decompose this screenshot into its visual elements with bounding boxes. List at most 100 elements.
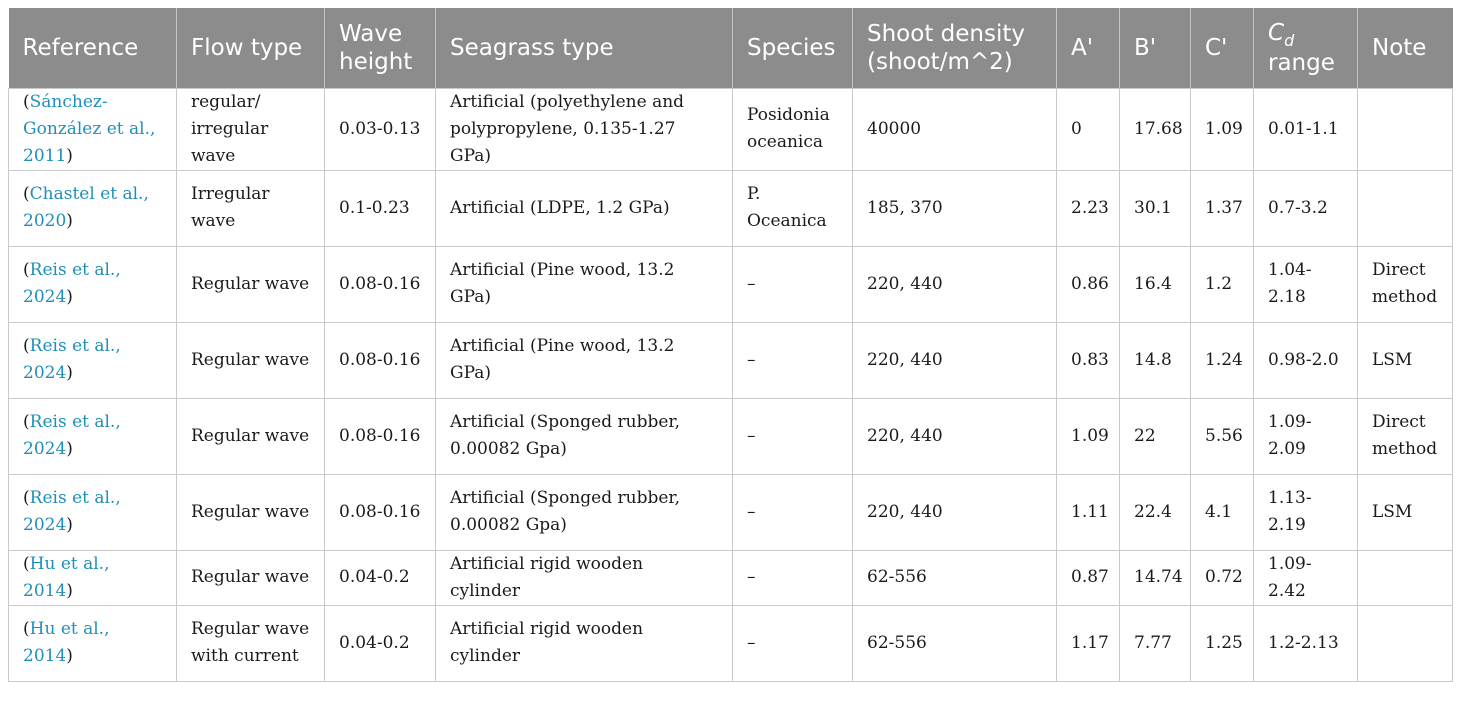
header-shoot-density: Shoot density (shoot/m^2) [852,8,1057,88]
reference-open-paren: ( [23,336,30,356]
cell-cd-range: 1.2-2.13 [1253,604,1358,682]
cell-seagrass-type: Artificial (Sponged rubber, 0.00082 Gpa) [435,473,733,551]
cell-flow-type: regular/ irregular wave [176,87,325,171]
reference-close-paren: ) [66,363,73,383]
cd-range-word: range [1268,49,1335,76]
reference-link[interactable]: Reis et al., 2024 [23,412,121,459]
cell-wave-height: 0.03-0.13 [324,87,436,171]
cell-wave-height: 0.08-0.16 [324,321,436,399]
cell-shoot-density: 62-556 [852,604,1057,682]
cell-reference: (Reis et al., 2024) [8,245,177,323]
reference-close-paren: ) [66,145,73,166]
header-b: B' [1119,8,1191,88]
cell-seagrass-type: Artificial (Pine wood, 13.2 GPa) [435,321,733,399]
cell-a: 0 [1056,87,1120,171]
table-row: (Hu et al., 2014) Regular wave 0.04-0.2 Art… [8,549,1453,606]
cell-cd-range: 1.09-2.09 [1253,397,1358,475]
cell-a: 1.17 [1056,604,1120,682]
header-row: Reference Flow type Wave height Seagrass… [8,8,1453,88]
cell-b: 22.4 [1119,473,1191,551]
cell-c: 4.1 [1190,473,1254,551]
cell-b: 30.1 [1119,169,1191,247]
cell-wave-height: 0.08-0.16 [324,245,436,323]
reference-link[interactable]: Hu et al., 2014 [23,619,110,666]
cell-cd-range: 1.13-2.19 [1253,473,1358,551]
header-flow-type: Flow type [176,8,325,88]
table-row: (Reis et al., 2024) Regular wave 0.08-0.16… [8,473,1453,551]
reference-close-paren: ) [66,515,73,535]
cell-species: – [732,604,853,682]
cell-shoot-density: 40000 [852,87,1057,171]
cell-cd-range: 0.98-2.0 [1253,321,1358,399]
cell-reference: (Reis et al., 2024) [8,321,177,399]
cell-seagrass-type: Artificial (Pine wood, 13.2 GPa) [435,245,733,323]
table-body: (Sánchez-González et al., 2011) regular/ … [8,87,1453,682]
cell-species: – [732,321,853,399]
reference-link[interactable]: Chastel et al., 2020 [23,184,149,231]
cell-a: 0.87 [1056,549,1120,606]
cell-species: Posidonia oceanica [732,87,853,171]
cell-c: 0.72 [1190,549,1254,606]
cell-species: – [732,245,853,323]
header-reference: Reference [8,8,177,88]
cell-c: 1.09 [1190,87,1254,171]
cell-a: 0.83 [1056,321,1120,399]
cell-flow-type: Regular wave [176,549,325,606]
cell-note [1357,549,1453,606]
cell-b: 14.8 [1119,321,1191,399]
reference-link[interactable]: Reis et al., 2024 [23,488,121,535]
cell-flow-type: Regular wave [176,473,325,551]
cell-b: 17.68 [1119,87,1191,171]
reference-link[interactable]: Hu et al., 2014 [23,553,110,601]
reference-open-paren: ( [23,91,30,112]
cell-species: P. Oceanica [732,169,853,247]
cell-shoot-density: 220, 440 [852,245,1057,323]
cell-shoot-density: 220, 440 [852,397,1057,475]
cell-c: 1.37 [1190,169,1254,247]
cell-reference: (Reis et al., 2024) [8,397,177,475]
cell-note: LSM [1357,321,1453,399]
cell-note [1357,604,1453,682]
reference-open-paren: ( [23,184,30,204]
cell-seagrass-type: Artificial (Sponged rubber, 0.00082 Gpa) [435,397,733,475]
cell-b: 22 [1119,397,1191,475]
header-wave-height: Wave height [324,8,436,88]
cell-note [1357,87,1453,171]
cell-shoot-density: 185, 370 [852,169,1057,247]
table-row: (Hu et al., 2014) Regular wave with curre… [8,604,1453,682]
reference-link[interactable]: Reis et al., 2024 [23,336,121,383]
reference-close-paren: ) [66,287,73,307]
cd-subscript: d [1284,30,1295,50]
reference-open-paren: ( [23,488,30,508]
reference-link[interactable]: Sánchez-González et al., 2011 [23,91,156,166]
cell-flow-type: Regular wave [176,321,325,399]
reference-close-paren: ) [66,439,73,459]
reference-close-paren: ) [66,211,73,231]
cell-species: – [732,473,853,551]
cell-reference: (Hu et al., 2014) [8,549,177,606]
cell-reference: (Reis et al., 2024) [8,473,177,551]
header-seagrass-type: Seagrass type [435,8,733,88]
cell-flow-type: Regular wave [176,245,325,323]
cell-cd-range: 0.01-1.1 [1253,87,1358,171]
cell-reference: (Sánchez-González et al., 2011) [8,87,177,171]
cell-reference: (Chastel et al., 2020) [8,169,177,247]
cell-wave-height: 0.1-0.23 [324,169,436,247]
reference-open-paren: ( [23,412,30,432]
reference-close-paren: ) [66,580,73,601]
cell-seagrass-type: Artificial (polyethylene and polypropyle… [435,87,733,171]
cell-c: 1.25 [1190,604,1254,682]
cell-wave-height: 0.08-0.16 [324,473,436,551]
reference-link[interactable]: Reis et al., 2024 [23,260,121,307]
cell-cd-range: 1.04-2.18 [1253,245,1358,323]
cell-species: – [732,397,853,475]
header-species: Species [732,8,853,88]
cell-b: 16.4 [1119,245,1191,323]
cell-c: 1.2 [1190,245,1254,323]
header-note: Note [1357,8,1453,88]
cell-b: 14.74 [1119,549,1191,606]
reference-close-paren: ) [66,646,73,666]
cell-note [1357,169,1453,247]
cell-c: 1.24 [1190,321,1254,399]
cell-seagrass-type: Artificial (LDPE, 1.2 GPa) [435,169,733,247]
